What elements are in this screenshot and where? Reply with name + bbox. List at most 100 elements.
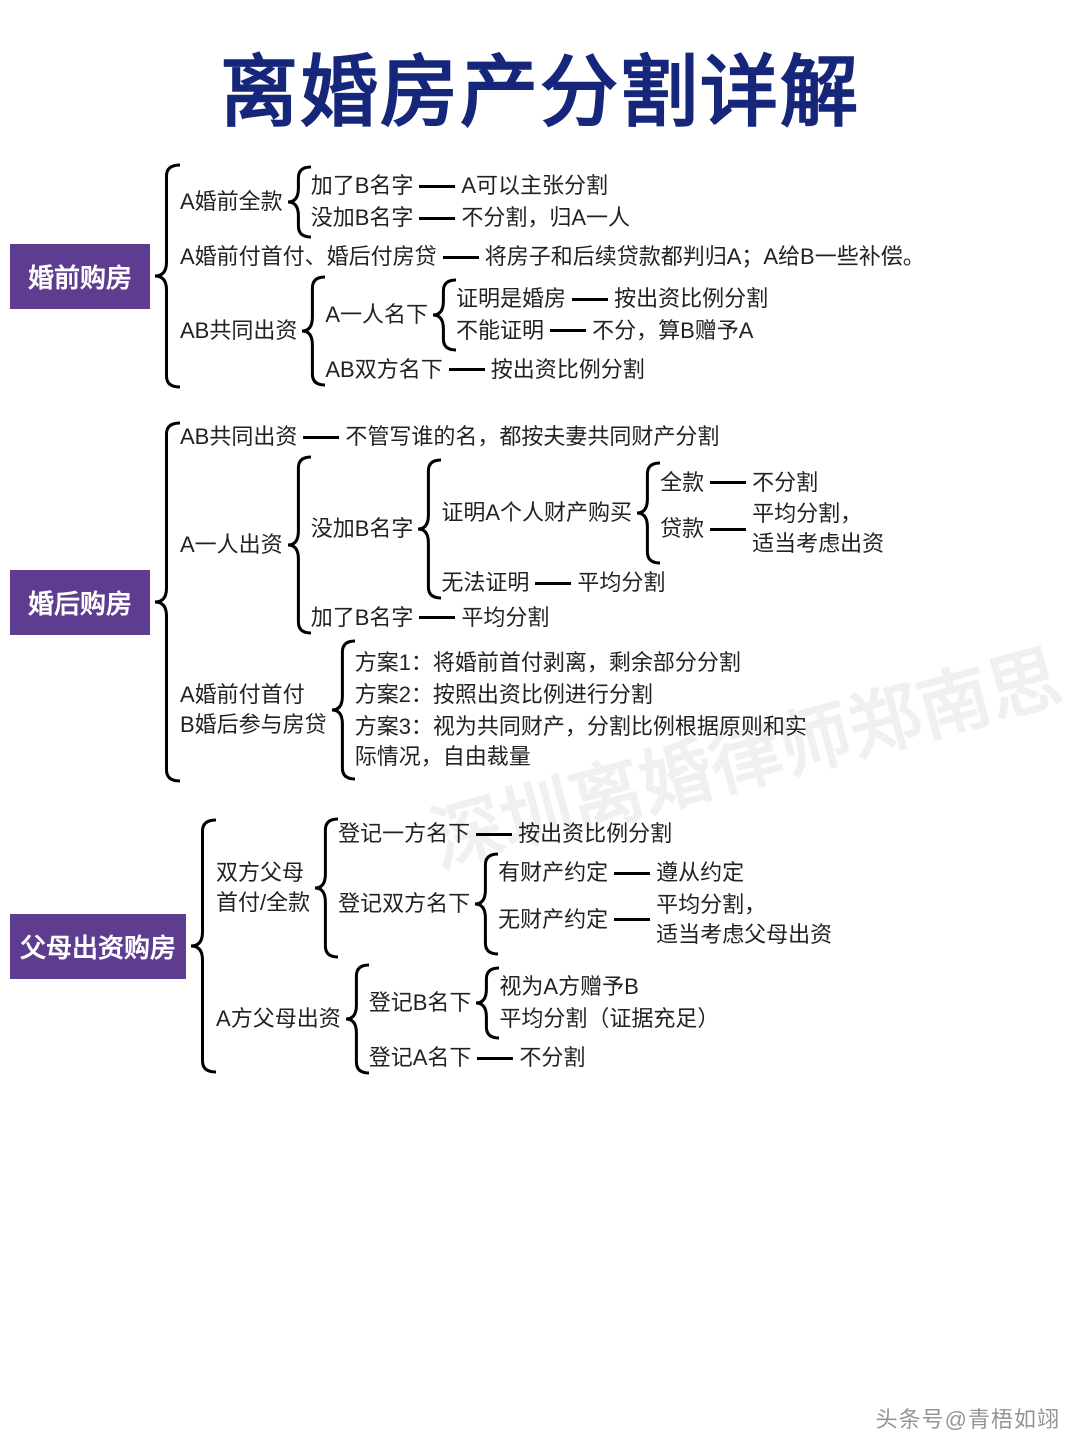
tree-list: 登记B名下视为A方赠予B平均分割（证据充足） 登记A名下 不分割 — [369, 963, 720, 1075]
tree-list: 证明A个人财产购买全款 不分割贷款 平均分割，适当考虑出资无法证明 平均分割 — [441, 458, 884, 600]
tree-item: 方案3：视为共同财产，分割比例根据原则和实际情况，自由裁量 — [355, 712, 807, 771]
connector-dash — [419, 217, 455, 220]
brace-icon — [341, 962, 369, 1076]
node-label: 没加B名字 — [311, 203, 414, 233]
brace-icon — [310, 816, 338, 960]
tree-list: A婚前全款加了B名字 A可以主张分割没加B名字 不分割，归A一人 A婚前付首付、婚后付… — [180, 162, 925, 390]
tree-item: 没加B名字证明A个人财产购买全款 不分割贷款 平均分割，适当考虑出资无法证明 平均分割 — [311, 457, 884, 601]
tree-item: 不能证明 不分，算B赠予A — [456, 316, 768, 346]
tree-item: 登记双方名下有财产约定遵从约定无财产约定平均分割，适当考虑父母出资 — [338, 851, 832, 957]
node-label: 登记双方名下 — [338, 889, 470, 919]
brace-icon — [632, 460, 660, 566]
tree-item: A婚前付首付B婚后参与房贷方案1：将婚前首付剥离，剩余部分分割方案2：按照出资比… — [180, 638, 884, 782]
result-text: 平均分割 — [577, 568, 665, 598]
connector-dash — [449, 368, 485, 371]
connector-dash — [419, 185, 455, 188]
section-badge: 父母出资购房 — [10, 914, 186, 979]
result-text: 将房子和后续贷款都判归A；A给B一些补偿。 — [485, 242, 925, 272]
connector-dash — [419, 616, 455, 619]
result-text: 按出资比例分割 — [614, 284, 768, 314]
result-text: 不分割 — [519, 1043, 585, 1073]
section-parents: 父母出资购房双方父母首付/全款登记一方名下按出资比例分割登记双方名下有财产约定遵… — [10, 814, 1070, 1078]
tree-item: 平均分割（证据充足） — [499, 1004, 719, 1034]
tree-item: 加了B名字平均分割 — [311, 603, 884, 633]
tree-list: 双方父母首付/全款登记一方名下按出资比例分割登记双方名下有财产约定遵从约定无财产… — [216, 814, 832, 1078]
connector-dash — [550, 329, 586, 332]
tree-item: 全款 不分割 — [660, 468, 884, 498]
result-text: 不分割 — [752, 468, 818, 498]
brace-icon — [283, 164, 311, 240]
connector-dash — [710, 528, 746, 531]
section-postmarital: 婚后购房AB共同出资不管写谁的名，都按夫妻共同财产分割A一人出资没加B名字证明A… — [10, 420, 1070, 784]
node-label: A一人出资 — [180, 530, 283, 560]
leaf-text: 视为A方赠予B — [499, 972, 638, 1002]
tree-item: A一人出资没加B名字证明A个人财产购买全款 不分割贷款 平均分割，适当考虑出资无法证… — [180, 454, 884, 636]
node-label: A婚前全款 — [180, 187, 283, 217]
node-label: 不能证明 — [456, 316, 544, 346]
section-badge: 婚后购房 — [10, 570, 150, 635]
connector-dash — [572, 298, 608, 301]
leaf-text: 方案1：将婚前首付剥离，剩余部分分割 — [355, 648, 741, 678]
tree-item: A婚前付首付、婚后付房贷 将房子和后续贷款都判归A；A给B一些补偿。 — [180, 242, 925, 272]
result-text: 不管写谁的名，都按夫妻共同财产分割 — [345, 422, 719, 452]
tree-item: AB双方名下 按出资比例分割 — [325, 355, 768, 385]
tree-list: 登记一方名下按出资比例分割登记双方名下有财产约定遵从约定无财产约定平均分割，适当… — [338, 817, 832, 959]
result-text: 不分，算B赠予A — [592, 316, 753, 346]
tree-list: A一人名下证明是婚房按出资比例分割不能证明 不分，算B赠予A AB双方名下 按出资比例… — [325, 275, 768, 387]
tree-list: 没加B名字证明A个人财产购买全款 不分割贷款 平均分割，适当考虑出资无法证明 平均分割… — [311, 455, 884, 635]
tree-item: 贷款 平均分割，适当考虑出资 — [660, 499, 884, 558]
node-label: 有财产约定 — [498, 858, 608, 888]
tree-item: 没加B名字 不分割，归A一人 — [311, 203, 630, 233]
tree-list: AB共同出资不管写谁的名，都按夫妻共同财产分割A一人出资没加B名字证明A个人财产… — [180, 420, 884, 784]
leaf-text: 方案2：按照出资比例进行分割 — [355, 680, 653, 710]
tree-item: A一人名下证明是婚房按出资比例分割不能证明 不分，算B赠予A — [325, 277, 768, 353]
node-label: 证明A个人财产购买 — [441, 498, 632, 528]
tree-item: 视为A方赠予B — [499, 972, 719, 1002]
tree-item: 无财产约定 平均分割，适当考虑父母出资 — [498, 890, 832, 949]
node-label: AB双方名下 — [325, 355, 442, 385]
tree-list: 加了B名字 A可以主张分割没加B名字 不分割，归A一人 — [311, 169, 630, 234]
tree-item: 双方父母首付/全款登记一方名下按出资比例分割登记双方名下有财产约定遵从约定无财产… — [216, 816, 832, 960]
page-title: 离婚房产分割详解 — [0, 0, 1080, 162]
node-label: 加了B名字 — [311, 603, 414, 633]
node-label: A一人名下 — [325, 300, 428, 330]
node-label: 全款 — [660, 468, 704, 498]
tree-item: A方父母出资登记B名下视为A方赠予B平均分割（证据充足）登记A名下不分割 — [216, 962, 832, 1076]
tree-item: 登记一方名下按出资比例分割 — [338, 819, 832, 849]
node-label: AB共同出资 — [180, 316, 297, 346]
node-label: 登记B名下 — [369, 988, 472, 1018]
result-text: A可以主张分割 — [461, 171, 608, 201]
connector-dash — [477, 1057, 513, 1060]
connector-dash — [535, 582, 571, 585]
section-badge: 婚前购房 — [10, 244, 150, 309]
tree-item: 无法证明 平均分割 — [441, 568, 884, 598]
tree-item: 证明是婚房按出资比例分割 — [456, 284, 768, 314]
section-premarital: 婚前购房 A婚前全款加了B名字 A可以主张分割没加B名字 不分割，归A一人 A婚前付首付… — [10, 162, 1070, 390]
brace-icon — [428, 277, 456, 353]
brace-icon — [413, 457, 441, 601]
node-label: 无法证明 — [441, 568, 529, 598]
node-label: 无财产约定 — [498, 905, 608, 935]
node-label: 没加B名字 — [311, 514, 414, 544]
result-text: 不分割，归A一人 — [461, 203, 630, 233]
connector-dash — [614, 918, 650, 921]
brace-icon — [186, 817, 216, 1075]
node-label: A婚前付首付、婚后付房贷 — [180, 242, 437, 272]
connector-dash — [303, 436, 339, 439]
node-label: 贷款 — [660, 514, 704, 544]
mindmap-container: 婚前购房A婚前全款加了B名字A可以主张分割没加B名字不分割，归A一人A婚前付首付… — [0, 162, 1080, 1078]
tree-item: 加了B名字 A可以主张分割 — [311, 171, 630, 201]
connector-dash — [710, 481, 746, 484]
node-label: 登记A名下 — [369, 1043, 472, 1073]
tree-item: AB共同出资 A一人名下证明是婚房按出资比例分割不能证明 不分，算B赠予A AB双方名… — [180, 274, 925, 388]
brace-icon — [470, 851, 498, 957]
tree-item: 证明A个人财产购买全款 不分割贷款 平均分割，适当考虑出资 — [441, 460, 884, 566]
tree-item: 方案1：将婚前首付剥离，剩余部分分割 — [355, 648, 807, 678]
result-text: 按出资比例分割 — [491, 355, 645, 385]
connector-dash — [443, 256, 479, 259]
node-label: 加了B名字 — [311, 171, 414, 201]
tree-item: 方案2：按照出资比例进行分割 — [355, 680, 807, 710]
brace-icon — [471, 965, 499, 1041]
result-text: 平均分割，适当考虑父母出资 — [656, 890, 832, 949]
result-text: 平均分割，适当考虑出资 — [752, 499, 884, 558]
